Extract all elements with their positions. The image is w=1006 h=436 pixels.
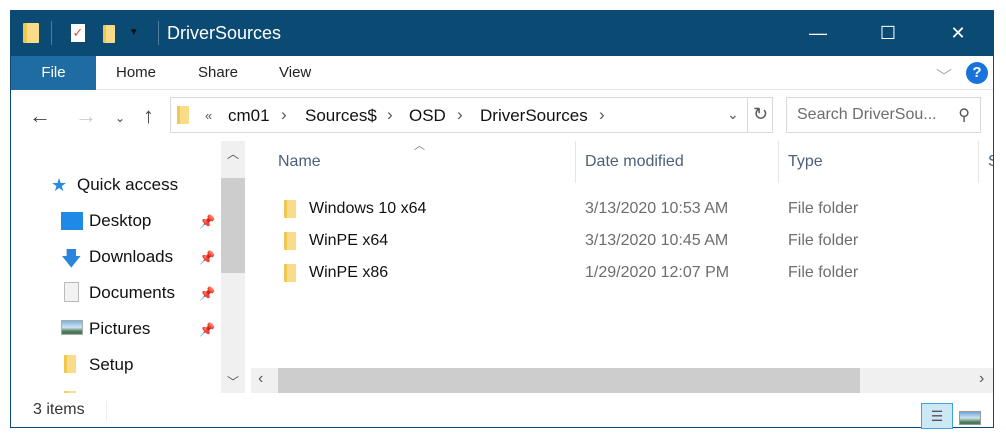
up-button[interactable]: ↑ bbox=[143, 103, 154, 128]
file-type: File folder bbox=[788, 200, 859, 217]
column-divider[interactable] bbox=[575, 141, 576, 183]
column-name[interactable]: Name bbox=[278, 153, 321, 170]
status-item-count: 3 items bbox=[33, 401, 85, 418]
search-input[interactable]: Search DriverSou... ⚲ bbox=[786, 97, 981, 133]
separator bbox=[51, 21, 52, 45]
address-dropdown-icon[interactable]: ⌄ bbox=[727, 106, 739, 122]
nav-downloads[interactable]: Downloads bbox=[89, 247, 174, 266]
file-name[interactable]: WinPE x86 bbox=[309, 264, 389, 281]
chevron-right-icon[interactable]: › bbox=[457, 105, 463, 124]
nav-pictures[interactable]: Pictures bbox=[89, 319, 151, 338]
forward-button[interactable]: → bbox=[75, 103, 97, 128]
folder-icon bbox=[284, 264, 296, 282]
close-button[interactable]: ✕ bbox=[950, 23, 966, 43]
tab-home[interactable]: Home bbox=[116, 64, 157, 81]
folder-icon bbox=[177, 106, 189, 124]
chevron-right-icon[interactable]: › bbox=[387, 105, 393, 124]
customize-toolbar-icon[interactable]: ▾ bbox=[131, 26, 137, 38]
folder-icon bbox=[284, 232, 296, 250]
recent-locations-icon[interactable]: ⌄ bbox=[115, 111, 126, 125]
window-title: DriverSources bbox=[167, 23, 282, 43]
pin-icon[interactable]: 📌 bbox=[199, 250, 216, 265]
maximize-button[interactable]: ☐ bbox=[879, 23, 897, 43]
file-name[interactable]: Windows 10 x64 bbox=[309, 200, 427, 217]
crumb-osd[interactable]: OSD bbox=[409, 106, 446, 125]
column-divider[interactable] bbox=[778, 141, 779, 183]
help-icon[interactable]: ? bbox=[966, 62, 988, 84]
crumb-driversources[interactable]: DriverSources bbox=[480, 106, 588, 125]
search-icon[interactable]: ⚲ bbox=[958, 107, 970, 124]
scroll-up-icon[interactable]: ︿ bbox=[227, 147, 240, 161]
nav-setup[interactable]: Setup bbox=[89, 355, 134, 374]
desktop-icon bbox=[61, 212, 83, 230]
scroll-right-icon[interactable]: › bbox=[979, 370, 985, 387]
chevron-right-icon[interactable]: › bbox=[281, 105, 287, 124]
nav-scroll-thumb[interactable] bbox=[221, 178, 245, 273]
pin-icon[interactable]: 📌 bbox=[199, 214, 216, 229]
folder-icon bbox=[284, 200, 296, 218]
details-view-button[interactable]: ☰ bbox=[921, 403, 953, 429]
separator bbox=[106, 401, 107, 421]
minimize-button[interactable]: — bbox=[809, 23, 827, 43]
nav-documents[interactable]: Documents bbox=[89, 283, 175, 302]
horizontal-scroll-thumb[interactable] bbox=[278, 368, 860, 393]
properties-icon[interactable]: ✓ bbox=[71, 24, 85, 42]
large-icons-view-button[interactable] bbox=[959, 411, 981, 425]
chevron-right-icon[interactable]: › bbox=[599, 105, 605, 124]
tab-share[interactable]: Share bbox=[198, 64, 239, 81]
column-type[interactable]: Type bbox=[788, 153, 823, 170]
folder-icon bbox=[64, 391, 76, 393]
refresh-icon[interactable]: ↻ bbox=[753, 104, 769, 124]
column-size[interactable]: S bbox=[988, 153, 993, 171]
file-date: 3/13/2020 10:45 AM bbox=[585, 232, 729, 249]
file-date: 1/29/2020 12:07 PM bbox=[585, 264, 730, 281]
nav-quick-access[interactable]: Quick access bbox=[77, 175, 179, 194]
search-placeholder: Search DriverSou... bbox=[797, 106, 937, 123]
file-date: 3/13/2020 10:53 AM bbox=[585, 200, 729, 217]
explorer-window: ✓ ▾ DriverSources — ☐ ✕ File Home Share … bbox=[10, 10, 994, 429]
download-icon: 🡇 bbox=[61, 248, 82, 270]
crumb-cm01[interactable]: cm01 bbox=[228, 106, 270, 125]
back-button[interactable]: ← bbox=[29, 103, 51, 128]
column-divider[interactable] bbox=[978, 141, 979, 183]
star-icon: ★ bbox=[51, 175, 68, 195]
address-bar[interactable]: « cm01 › Sources$ › OSD › DriverSources … bbox=[170, 97, 773, 133]
scroll-left-icon[interactable]: ‹ bbox=[258, 370, 264, 387]
nav-desktop[interactable]: Desktop bbox=[89, 211, 152, 230]
file-type: File folder bbox=[788, 264, 859, 281]
documents-icon bbox=[64, 282, 79, 302]
ribbon: File Home Share View ﹀ ? bbox=[11, 56, 993, 90]
pin-icon[interactable]: 📌 bbox=[199, 286, 216, 301]
pin-icon[interactable]: 📌 bbox=[199, 322, 216, 337]
tab-file[interactable]: File bbox=[11, 56, 96, 90]
file-type: File folder bbox=[788, 232, 859, 249]
crumb-sources[interactable]: Sources$ bbox=[305, 106, 377, 125]
folder-icon bbox=[64, 355, 76, 373]
file-name[interactable]: WinPE x64 bbox=[309, 232, 389, 249]
folder-icon bbox=[23, 23, 39, 43]
scroll-down-icon[interactable]: ﹀ bbox=[227, 375, 240, 389]
expand-ribbon-icon[interactable]: ﹀ bbox=[936, 69, 953, 86]
column-date-modified[interactable]: Date modified bbox=[585, 153, 684, 170]
pictures-icon bbox=[61, 320, 83, 335]
separator bbox=[158, 21, 159, 45]
title-bar: ✓ ▾ DriverSources — ☐ ✕ bbox=[11, 11, 993, 56]
overflow-icon[interactable]: « bbox=[205, 108, 213, 123]
separator bbox=[747, 98, 748, 132]
new-folder-icon[interactable] bbox=[103, 25, 115, 43]
sort-ascending-icon: ︿ bbox=[414, 140, 425, 152]
tab-view[interactable]: View bbox=[279, 64, 312, 81]
